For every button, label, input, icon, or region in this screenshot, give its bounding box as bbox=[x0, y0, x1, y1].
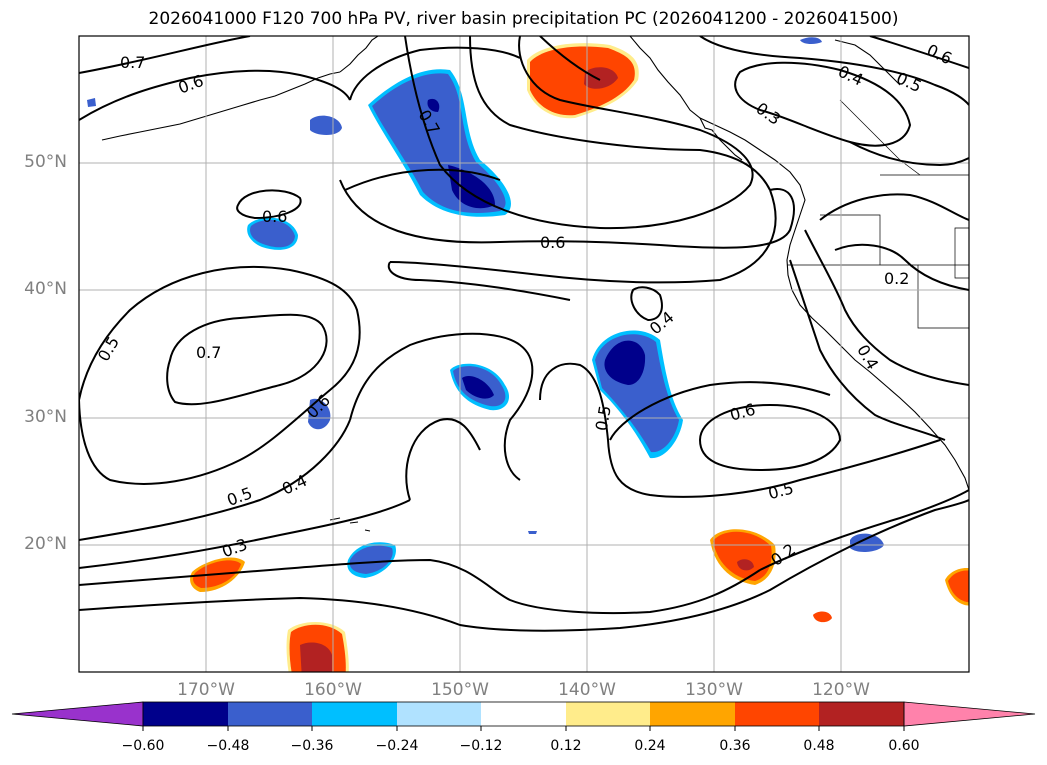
contour-label: 0.5 bbox=[94, 333, 123, 365]
colorbar-tick-label: 0.36 bbox=[719, 738, 751, 754]
colorbar-tick-label: 0.48 bbox=[803, 738, 835, 754]
contour-label: 0.5 bbox=[766, 478, 796, 503]
colorbar-tick-label: −0.12 bbox=[459, 738, 503, 754]
lat-label: 40°N bbox=[24, 279, 67, 299]
colorbar-under-arrow bbox=[11, 701, 144, 727]
colorbar-tick-label: −0.36 bbox=[290, 738, 334, 754]
pv-contours bbox=[79, 36, 969, 632]
contour-label: 0.6 bbox=[728, 400, 758, 425]
contour-label: 0.6 bbox=[262, 207, 287, 226]
lon-label: 120°W bbox=[812, 680, 870, 700]
colorbar-tick-label: −0.60 bbox=[121, 738, 165, 754]
lon-label: 130°W bbox=[685, 680, 743, 700]
contour-label: 0.3 bbox=[752, 99, 784, 129]
colorbar-tick-label: −0.48 bbox=[206, 738, 250, 754]
colorbar-tick-label: 0.60 bbox=[888, 738, 920, 754]
colorbar bbox=[11, 701, 1036, 731]
contour-label: 0.2 bbox=[884, 269, 909, 288]
borders bbox=[787, 99, 969, 329]
lat-label: 30°N bbox=[24, 407, 67, 427]
contour-label: 0.3 bbox=[219, 535, 249, 562]
contour-label: 0.4 bbox=[646, 307, 678, 338]
map-frame bbox=[78, 35, 970, 673]
lon-label: 150°W bbox=[431, 680, 489, 700]
colorbar-tick-label: −0.24 bbox=[375, 738, 419, 754]
contour-label: 0.7 bbox=[120, 53, 145, 72]
contour-label: 0.4 bbox=[853, 341, 882, 373]
lat-label: 50°N bbox=[24, 152, 67, 172]
colorbar-over-arrow bbox=[903, 701, 1036, 727]
coastlines bbox=[101, 36, 969, 532]
colorbar-tick-label: 0.24 bbox=[634, 738, 666, 754]
lat-label: 20°N bbox=[24, 534, 67, 554]
precip-negative-regions bbox=[87, 37, 884, 578]
lon-label: 140°W bbox=[558, 680, 616, 700]
lon-label: 170°W bbox=[177, 680, 235, 700]
contour-label: 0.5 bbox=[592, 404, 615, 432]
contour-label: 0.7 bbox=[196, 343, 221, 362]
contour-labels: 0.7 0.6 0.4 0.5 0.6 0.3 0.7 0.6 0.6 0.2 … bbox=[94, 40, 955, 569]
contour-label: 0.6 bbox=[540, 233, 565, 252]
contour-label: 0.5 bbox=[224, 483, 254, 510]
contour-label: 0.6 bbox=[924, 40, 955, 68]
colorbar-tick-label: 0.12 bbox=[550, 738, 582, 754]
map-title: 2026041000 F120 700 hPa PV, river basin … bbox=[148, 9, 899, 29]
lon-label: 160°W bbox=[304, 680, 362, 700]
